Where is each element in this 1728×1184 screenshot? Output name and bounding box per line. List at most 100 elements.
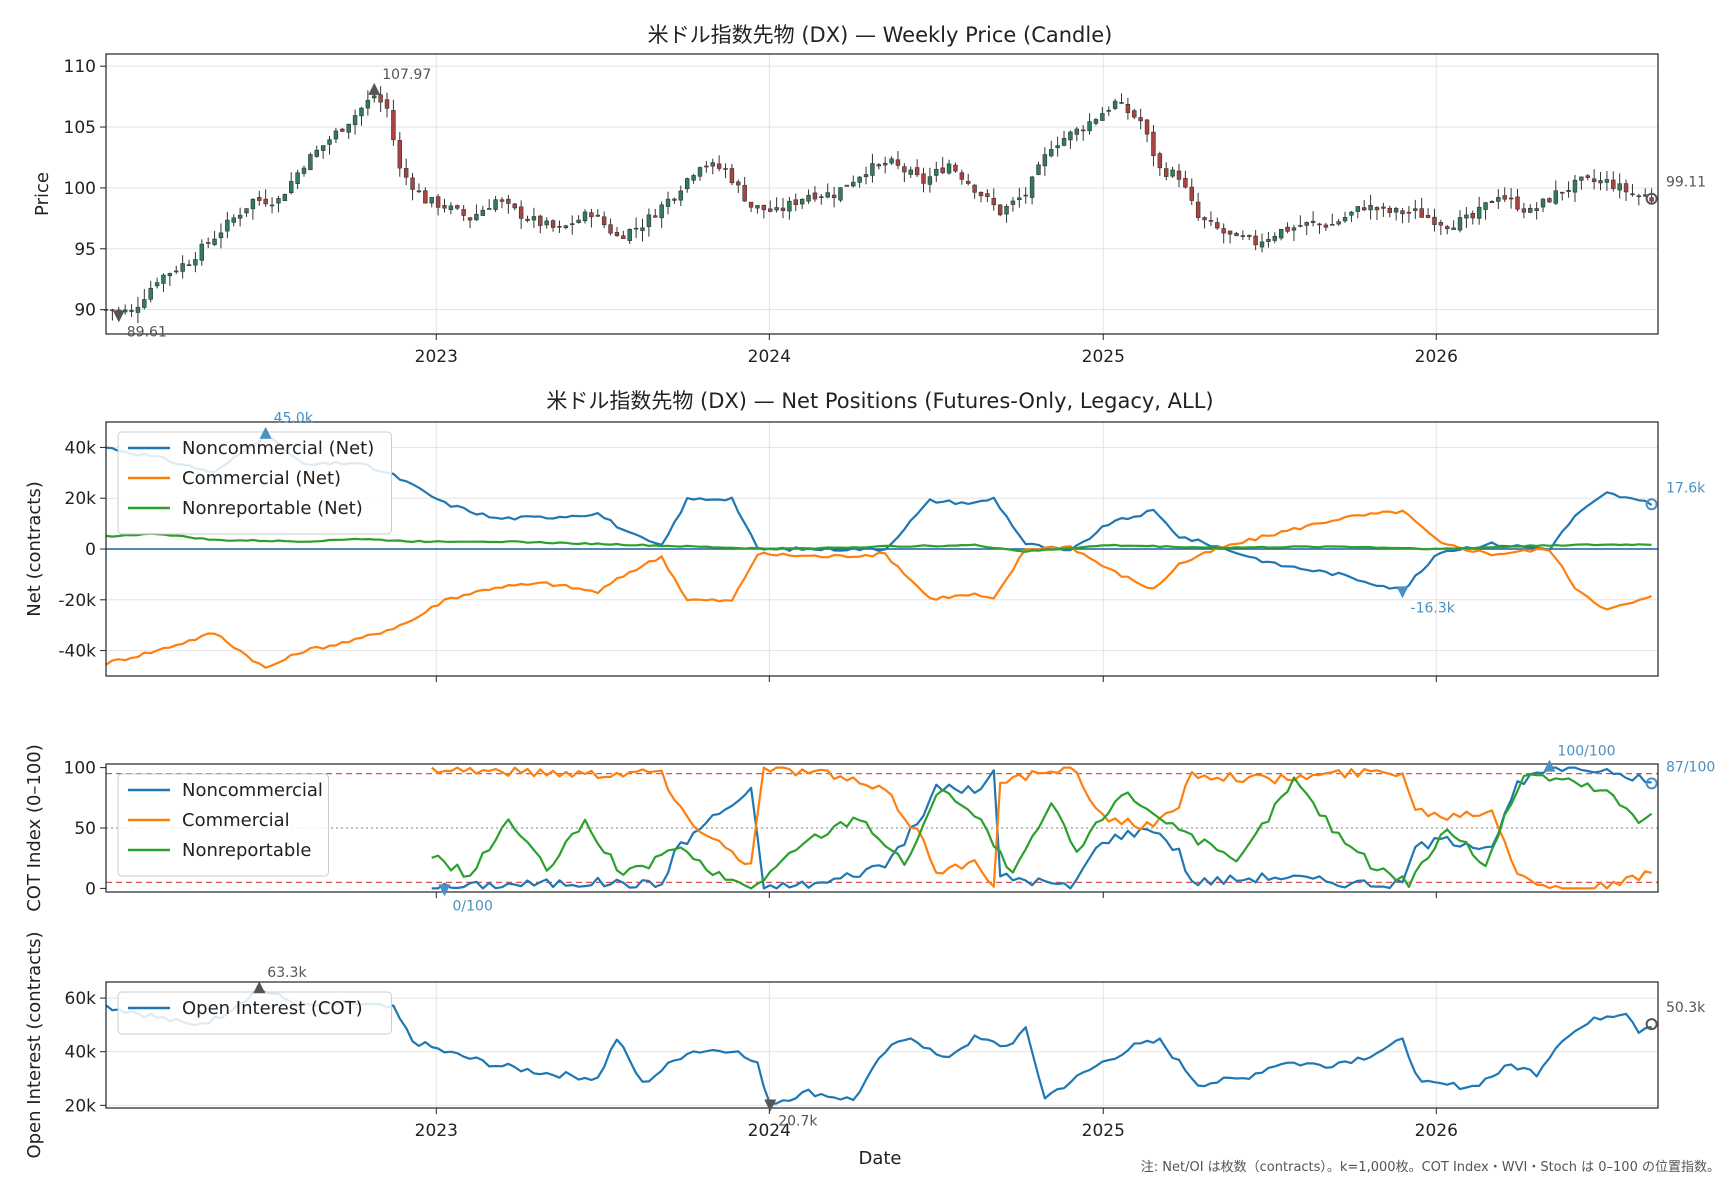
candle-body [914,167,920,176]
y-tick-label: 40k [65,1043,97,1063]
annotation-label: 63.3k [267,965,307,981]
series-line-nonreportable [431,773,1653,890]
candle-body [263,198,268,205]
candle-body [710,162,715,167]
annotation-marker [1543,759,1556,772]
candle-body [1074,128,1080,135]
candle-body [1259,241,1265,248]
x-tick-label: 2026 [1415,347,1458,367]
candle-body [812,192,818,200]
legend-label: Noncommercial [182,780,323,801]
candle-body [1374,207,1380,211]
candle-body [1476,206,1482,219]
candle-body [486,208,492,210]
y-tick-label: 0 [85,879,96,899]
candle-body [1272,235,1278,241]
candle-body [1157,153,1163,169]
candle-body [1061,137,1067,146]
candle-body [1572,179,1578,193]
series-line-nonreportable-net- [105,532,1652,553]
y-axis-label: COT Index (0–100) [24,744,45,912]
candle-body [397,140,403,169]
candle-body [269,204,275,207]
legend-label: Open Interest (COT) [182,998,363,1019]
candle-body [1036,164,1041,175]
candle-body [1336,221,1341,225]
candle-body [1106,110,1111,112]
annotation-marker [112,310,125,323]
candle-body [729,168,735,184]
candle-body [1400,210,1405,215]
candle-body [582,211,588,222]
candle-body [966,180,971,184]
candle-body [1144,119,1150,135]
candle-body [289,181,294,194]
annotation-label: -16.3k [1411,600,1456,616]
annotation-label: 99.11 [1666,175,1706,191]
candle-body [1451,227,1456,230]
candle-body [1617,183,1622,191]
candle-body [889,158,894,164]
candle-body [218,232,224,239]
candle-body [365,99,371,109]
candle-body [340,128,345,132]
y-tick-label: 0 [85,540,96,560]
y-tick-label: 90 [74,301,96,321]
legend-box [117,431,392,535]
chart-layer: 2023 2024 2025 2026 90 95 100 105 110 Price 107.97… [24,53,1715,1159]
candle-body [1630,193,1635,196]
candle-body [1425,215,1431,218]
candle-body [1381,206,1386,209]
x-tick-label: 2026 [1415,1121,1458,1141]
panel-frame [105,53,1659,335]
candle-body [359,107,364,117]
candle-body [857,176,862,183]
candle-body [1304,221,1309,226]
y-tick-label: 100 [64,759,96,779]
candle-body [1285,226,1290,232]
candle-body [250,198,256,210]
candle-body [882,162,888,166]
panel-frame [105,981,1659,1109]
x-tick-label: 2025 [1082,1121,1125,1141]
candle-body [768,208,773,212]
candle-body [1068,131,1073,141]
candle-body [1591,178,1597,183]
candle-body [1163,168,1169,177]
net-panel-title: 米ドル指数先物 (DX) — Net Positions (Futures-On… [546,389,1213,413]
candle-body [531,216,537,221]
candle-body [1176,170,1182,180]
candle-body [1247,235,1252,237]
candle-body [1585,175,1590,178]
candle-body [691,175,696,181]
candle-body [825,192,830,198]
candle-body [301,167,307,174]
annotation-label: 107.97 [382,67,431,83]
candle-body [799,198,805,205]
candle-body [544,220,549,226]
candle-body [640,227,645,231]
annotation-label: 89.61 [127,324,167,340]
candle-body [755,205,760,209]
candle-body [493,199,498,210]
candle-body [876,164,882,167]
candle-body [1017,197,1022,201]
candle-body [1483,202,1488,210]
candle-body [1125,104,1131,113]
candle-body [550,220,556,228]
candle-body [793,199,798,205]
x-tick-label: 2024 [748,347,791,367]
candle-body [1623,183,1629,193]
candle-body [684,178,690,190]
y-axis-label: Price [32,172,53,216]
legend-label: Commercial [182,810,290,831]
candle-body [1528,207,1533,213]
candle-body [225,219,230,232]
candle-body [372,95,377,99]
candle-body [1636,195,1642,198]
candle-body [1502,195,1507,200]
candle-body [1553,190,1559,204]
price-panel-title: 米ドル指数先物 (DX) — Weekly Price (Candle) [648,23,1113,47]
candle-body [972,184,977,193]
